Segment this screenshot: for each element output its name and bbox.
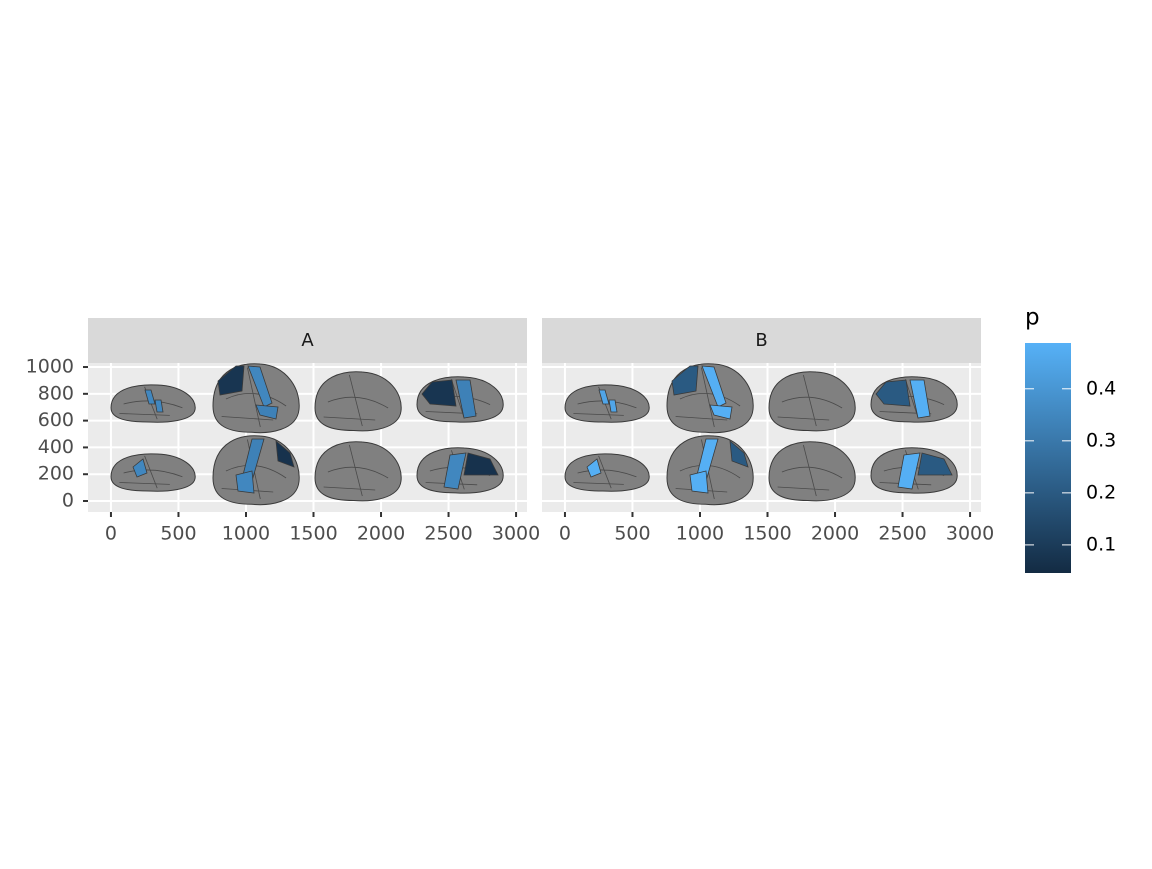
- brain-region: [671, 365, 699, 396]
- legend-label: 0.4: [1086, 377, 1116, 399]
- brain-sulci: [323, 444, 389, 497]
- brain-sulci: [675, 367, 741, 428]
- x-tick-label: 0: [105, 523, 117, 545]
- x-tick-label: 2500: [878, 523, 926, 545]
- y-tick-label: 0: [62, 490, 74, 512]
- legend-label: 0.1: [1086, 533, 1116, 555]
- x-tick-label: 1000: [222, 523, 270, 545]
- y-tick-label: 200: [38, 463, 74, 485]
- x-tick-label: 3000: [492, 523, 540, 545]
- brain-region: [689, 470, 709, 494]
- brain-sulci: [777, 374, 843, 427]
- brain: [768, 441, 856, 502]
- brain-region: [909, 379, 931, 419]
- brain: [768, 371, 856, 432]
- brain-sulci: [221, 367, 287, 428]
- brain-region: [275, 440, 295, 468]
- brain-region: [132, 458, 148, 478]
- strip: [88, 318, 527, 363]
- strip-label: A: [301, 330, 314, 351]
- legend-title: p: [1025, 305, 1040, 331]
- y-tick-label: 1000: [26, 356, 74, 378]
- brain-region: [917, 452, 953, 476]
- brain-region: [598, 389, 610, 405]
- brain-region: [217, 365, 245, 396]
- brain-region: [421, 379, 457, 407]
- x-tick-label: 500: [614, 523, 650, 545]
- brain: [314, 441, 402, 502]
- brain-region: [463, 452, 499, 476]
- brain-sulci: [777, 444, 843, 497]
- brain-region: [255, 404, 279, 420]
- brain-sulci: [573, 455, 637, 489]
- brain-region: [247, 365, 273, 408]
- brain-region: [608, 399, 618, 413]
- legend-label: 0.2: [1086, 481, 1116, 503]
- x-tick-label: 500: [160, 523, 196, 545]
- brain: [110, 453, 196, 492]
- brain-region: [897, 452, 921, 490]
- strip-label: B: [755, 330, 767, 351]
- brain-sulci: [119, 455, 183, 489]
- brain-region: [729, 440, 749, 468]
- x-tick-label: 2000: [357, 523, 405, 545]
- x-tick-label: 1500: [743, 523, 791, 545]
- brain-region: [455, 379, 477, 419]
- brain-region: [709, 404, 733, 420]
- brain: [564, 453, 650, 492]
- brain-region: [154, 399, 164, 413]
- colorbar: [1025, 343, 1071, 573]
- brain-region: [875, 379, 911, 407]
- brain-region: [701, 365, 727, 408]
- x-tick-label: 2500: [424, 523, 472, 545]
- legend-label: 0.3: [1086, 429, 1116, 451]
- y-tick-label: 400: [38, 436, 74, 458]
- x-tick-label: 2000: [811, 523, 859, 545]
- brain: [314, 371, 402, 432]
- x-tick-label: 1000: [676, 523, 724, 545]
- y-tick-label: 600: [38, 409, 74, 431]
- x-tick-label: 3000: [946, 523, 994, 545]
- brain-region: [144, 389, 156, 405]
- x-tick-label: 1500: [289, 523, 337, 545]
- y-tick-label: 800: [38, 382, 74, 404]
- strip: [542, 318, 981, 363]
- brain-region: [586, 458, 602, 478]
- brain-region: [443, 452, 467, 490]
- x-tick-label: 0: [559, 523, 571, 545]
- brain-sulci: [323, 374, 389, 427]
- brain-region: [235, 470, 255, 494]
